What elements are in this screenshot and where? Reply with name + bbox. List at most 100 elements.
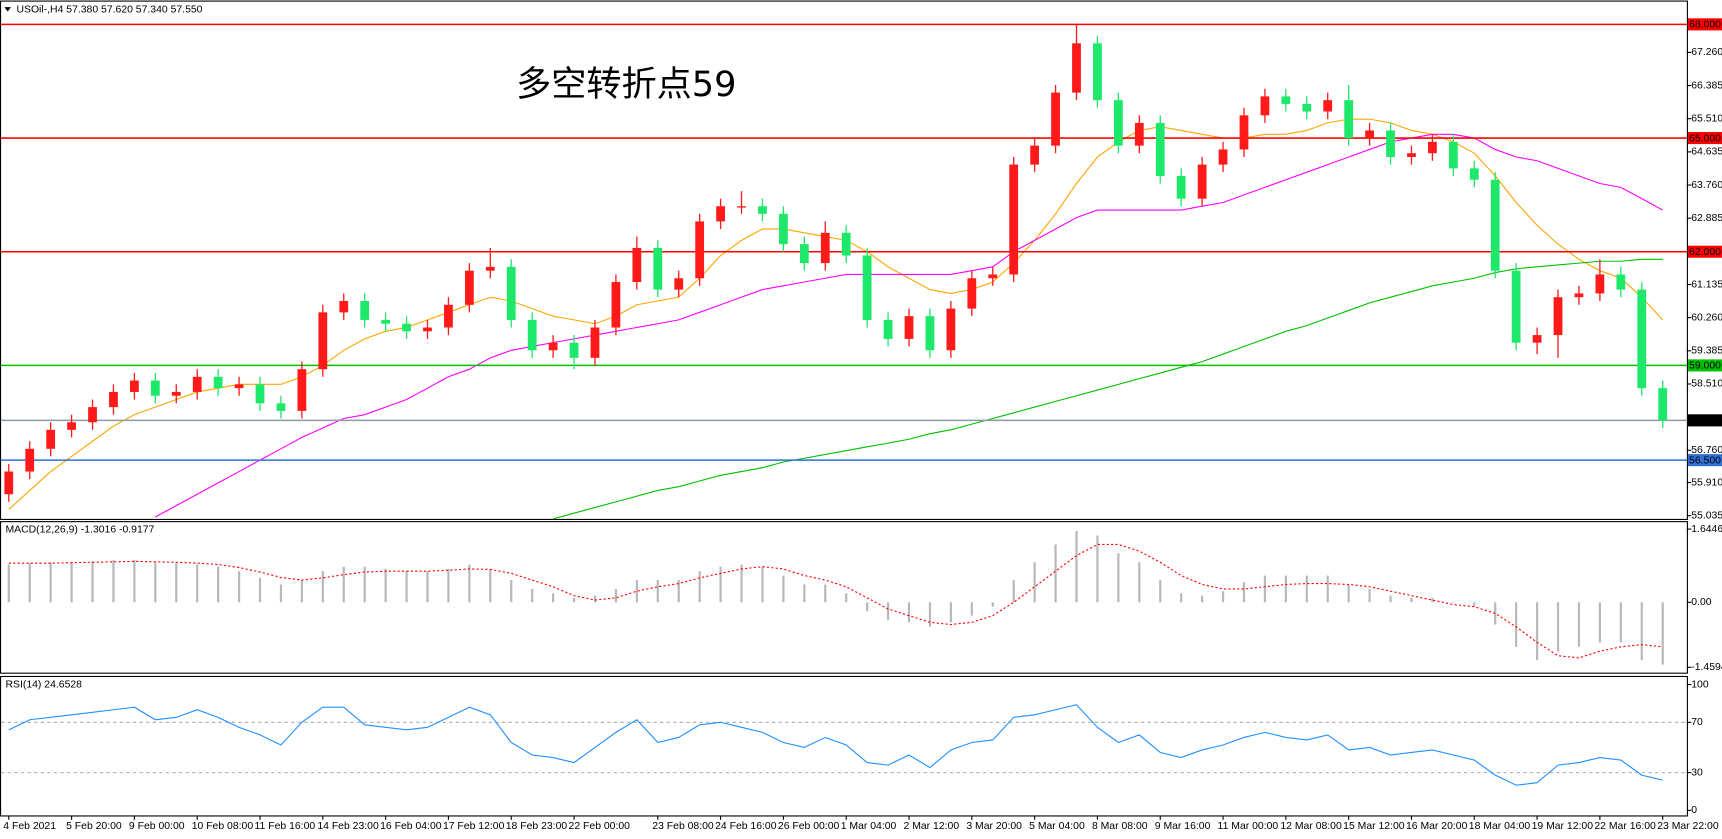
macd-panel [0, 521, 1688, 674]
y-tick-label: 0.00 [1691, 597, 1711, 608]
macd-bar [1389, 595, 1392, 603]
candle-body [779, 213, 788, 245]
macd-bar [321, 571, 324, 603]
candle-body [653, 247, 663, 290]
candle-body [1469, 168, 1479, 180]
candle-body [213, 376, 223, 389]
rsi-title: RSI(14) 24.6528 [5, 679, 82, 690]
macd-bar [279, 584, 283, 603]
candle-body [1595, 274, 1605, 294]
candle-body [904, 316, 914, 339]
candle-body [1574, 293, 1584, 298]
macd-bar [1284, 575, 1287, 603]
candle-body [737, 206, 746, 208]
menu-arrow[interactable] [4, 7, 11, 12]
level-tag-label: 62.000 [1689, 247, 1721, 258]
x-tick-label: 22 Mar 16:00 [1594, 821, 1656, 832]
level-tag [1687, 245, 1722, 258]
candle-body [758, 206, 767, 214]
candle-body [25, 448, 35, 472]
candle-body [381, 319, 391, 324]
macd-bar [1075, 531, 1078, 603]
macd-bar [405, 571, 408, 603]
macd-bar [1640, 602, 1643, 661]
y-tick-label: 62.885 [1691, 213, 1722, 224]
candle-body [1030, 145, 1040, 165]
x-tick-label: 2 Mar 12:00 [904, 821, 960, 832]
price-panel [0, 0, 1688, 520]
y-tick-label: 56.760 [1691, 445, 1722, 456]
macd-bar [1096, 535, 1099, 603]
macd-bar [572, 597, 576, 603]
candle-body [234, 384, 244, 389]
macd-bar [698, 571, 701, 603]
y-tick-label: 100 [1691, 679, 1709, 690]
candle-body [171, 391, 181, 396]
y-tick-label: 67.260 [1691, 47, 1722, 58]
candle-body [1532, 335, 1542, 343]
x-tick-label: 15 Mar 12:00 [1343, 821, 1405, 832]
x-tick-label: 22 Feb 00:00 [569, 821, 631, 832]
x-tick-label: 19 Mar 12:00 [1532, 821, 1594, 832]
candle-body [1344, 100, 1354, 139]
macd-bar [91, 561, 94, 603]
candle-body [1616, 274, 1626, 290]
candle-body [883, 319, 893, 339]
macd-bar [1201, 595, 1204, 603]
candle-body [402, 323, 411, 332]
macd-bar [531, 588, 534, 603]
macd-bar [384, 568, 387, 603]
candle-body [1407, 153, 1416, 157]
macd-bar [447, 568, 450, 603]
candle-body [464, 270, 474, 305]
macd-bar [1012, 580, 1015, 603]
candle-body [611, 282, 621, 328]
macd-bar [1347, 584, 1350, 603]
candle-body [67, 422, 76, 430]
candle-body [506, 266, 516, 320]
level-tag-label: 56.500 [1689, 455, 1721, 466]
macd-bar [1619, 602, 1622, 643]
macd-bar [1556, 602, 1560, 652]
x-tick-label: 11 Mar 00:00 [1218, 821, 1279, 832]
level-tag-label: 59.000 [1689, 361, 1721, 372]
candle-body [1428, 141, 1437, 154]
candle-body [1197, 164, 1207, 199]
macd-bar [1305, 575, 1308, 603]
candle-body [1323, 100, 1333, 112]
candle-body [1113, 100, 1123, 146]
macd-bar [1452, 602, 1455, 603]
macd-bar [1138, 562, 1141, 603]
y-tick-label: 65.510 [1691, 113, 1722, 124]
candle-body [1176, 175, 1186, 199]
y-tick-label: 30 [1691, 767, 1703, 778]
macd-bar [489, 568, 492, 603]
y-tick-label: 61.135 [1691, 279, 1722, 290]
x-tick-label: 12 Mar 08:00 [1280, 821, 1342, 832]
y-tick-label: 60.260 [1691, 312, 1722, 323]
candle-body [444, 304, 453, 328]
macd-bar [300, 580, 303, 603]
candle-body [1134, 122, 1144, 146]
macd-bar [1221, 591, 1225, 603]
x-tick-label: 4 Feb 2021 [3, 821, 56, 832]
macd-bar [1159, 580, 1162, 603]
candle-body [674, 278, 684, 290]
macd-bar [1410, 597, 1413, 603]
candle-body [569, 342, 579, 358]
candle-body [276, 403, 286, 411]
macd-bar [824, 584, 827, 603]
candle-body [318, 312, 328, 370]
candle-body [1009, 164, 1019, 275]
candle-body [799, 244, 809, 264]
y-tick-label: 59.385 [1691, 346, 1722, 357]
chart-title: USOil-,H4 57.380 57.620 57.340 57.550 [16, 5, 202, 16]
macd-bar [1494, 602, 1497, 625]
y-tick-label: 1.6446 [1691, 524, 1722, 535]
macd-bar [7, 564, 10, 603]
macd-bar [1598, 602, 1601, 643]
candle-body [109, 391, 118, 408]
candle-body [862, 255, 872, 320]
moving-average [8, 118, 1664, 510]
